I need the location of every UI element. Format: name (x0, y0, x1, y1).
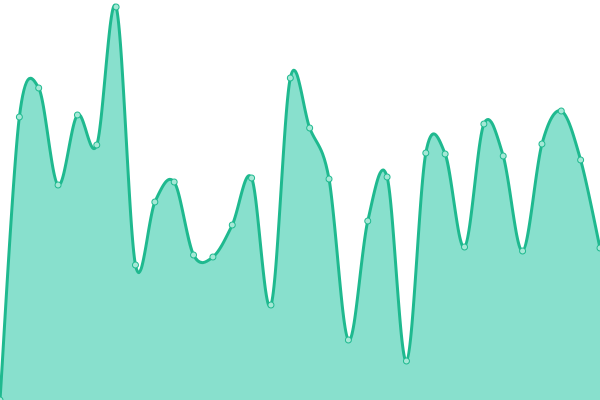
data-point (54, 181, 62, 189)
data-point (73, 111, 81, 119)
data-point (461, 243, 469, 251)
data-point (131, 261, 139, 269)
data-point (557, 107, 565, 115)
data-point (170, 178, 178, 186)
data-point (422, 149, 430, 157)
data-point (286, 74, 294, 82)
data-point (0, 396, 4, 400)
data-point (248, 174, 256, 182)
data-point (402, 357, 410, 365)
data-point (35, 84, 43, 92)
data-point (383, 173, 391, 181)
data-point (15, 113, 23, 121)
data-point (596, 244, 600, 252)
data-point (519, 247, 527, 255)
data-point (93, 141, 101, 149)
data-point (190, 251, 198, 259)
data-point (112, 3, 120, 11)
data-point (151, 198, 159, 206)
data-point (480, 120, 488, 128)
area-fill (0, 5, 600, 400)
data-point (344, 336, 352, 344)
data-point (577, 156, 585, 164)
data-point (228, 221, 236, 229)
data-point (325, 175, 333, 183)
data-point (499, 152, 507, 160)
data-point (306, 124, 314, 132)
data-point (209, 253, 217, 261)
data-point (441, 150, 449, 158)
data-point (364, 217, 372, 225)
data-point (538, 140, 546, 148)
data-point (267, 301, 275, 309)
